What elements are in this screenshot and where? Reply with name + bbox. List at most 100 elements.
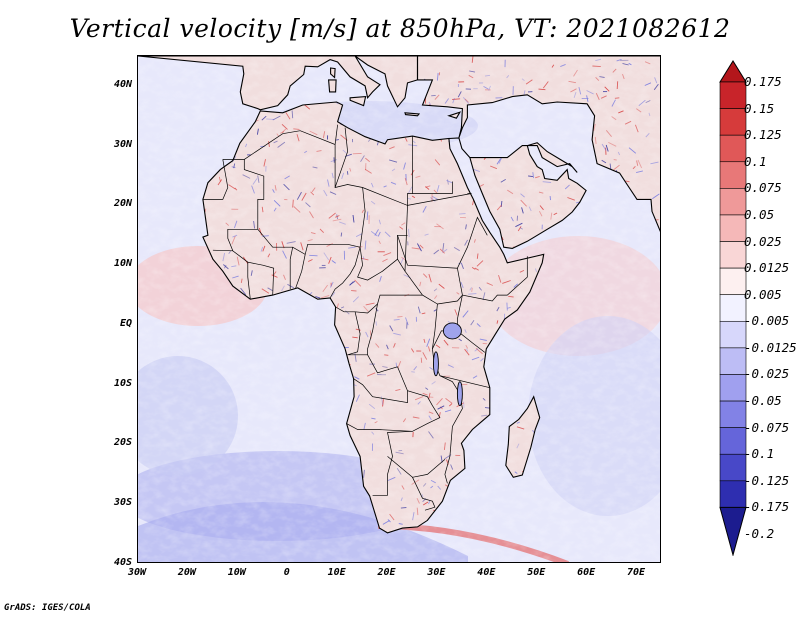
colorbar-label: 0.075 [744, 180, 782, 196]
cyprus-landmass-coastline [447, 111, 462, 119]
colorbar-segment [719, 267, 747, 296]
border-line [412, 477, 436, 511]
colorbar-label: 0.125 [744, 127, 782, 143]
border-line [397, 216, 488, 269]
border-line [347, 354, 441, 496]
country-borders [202, 124, 528, 511]
colorbar-label: -0.1 [744, 446, 775, 462]
y-tick-label: 10N [113, 258, 132, 270]
y-tick-label: 20S [113, 437, 132, 449]
colorbar-label: -0.125 [744, 472, 790, 488]
colorbar-label: -0.2 [744, 526, 775, 541]
x-tick-label: 0 [283, 567, 290, 578]
x-tick-label: 20W [177, 567, 196, 578]
border-line [407, 193, 472, 206]
x-tick-label: 20E [377, 567, 396, 578]
y-tick-label: 10S [113, 377, 132, 389]
colorbar-label: 0.175 [744, 74, 782, 89]
colorbar-label: 0.025 [744, 233, 782, 249]
border-line [432, 303, 463, 484]
colorbar [719, 60, 747, 556]
border-line [347, 311, 361, 356]
colorbar-segment [719, 188, 747, 216]
chart-title: Vertical velocity [m/s] at 850hPa, VT: 2… [69, 14, 731, 43]
colorbar-segment [719, 161, 747, 189]
sicily-landmass-coastline [349, 95, 367, 107]
map-plot-area [137, 55, 661, 563]
x-tick-label: 30W [127, 567, 147, 578]
border-line [329, 247, 361, 299]
colorbar-segment [719, 480, 747, 508]
colorbar-label: 0.0125 [744, 260, 790, 276]
colorbar-min-triangle [719, 506, 747, 556]
x-tick-label: 10E [327, 567, 346, 578]
border-line [334, 127, 348, 188]
y-tick-label: 40N [113, 78, 132, 90]
arabia-asia-landmass-coastline [416, 56, 660, 249]
colorbar-segment [719, 214, 747, 242]
corsica-landmass-coastline [330, 67, 336, 79]
colorbar-segment [719, 374, 747, 402]
border-line [244, 130, 413, 206]
europe-landmass-coastline [138, 56, 419, 111]
africa-landmass-coastline [202, 101, 545, 534]
colorbar-segment [719, 294, 747, 322]
y-tick-label: 30S [113, 497, 132, 509]
x-tick-label: 40E [477, 567, 496, 578]
colorbar-label: -0.025 [744, 366, 790, 382]
sardinia-landmass-coastline [328, 79, 337, 93]
colorbar-label: -0.005 [744, 313, 790, 329]
colorbar-label: -0.075 [744, 419, 790, 435]
turbulence-texture [138, 56, 660, 562]
border-line [247, 261, 275, 300]
border-line [202, 159, 229, 200]
lake-malawi [456, 381, 463, 407]
border-line [412, 181, 453, 194]
y-tick-label: 20N [113, 198, 132, 210]
coastlines [138, 56, 660, 534]
y-tick-label: 40S [113, 557, 132, 568]
colorbar-segment [719, 134, 747, 163]
colorbar-segment [719, 81, 747, 109]
x-tick-label: 30E [427, 567, 446, 578]
border-line [404, 205, 408, 272]
colorbar-label: 0.15 [744, 100, 775, 116]
colorbar-label: -0.05 [744, 393, 782, 409]
x-tick-label: 50E [527, 567, 546, 578]
crete-landmass-coastline [404, 112, 421, 117]
colorbar-label: 0.1 [744, 153, 767, 169]
colorbar-segment [719, 427, 747, 455]
border-line [257, 187, 366, 255]
colorbar-max-triangle [719, 60, 747, 83]
border-line [367, 303, 378, 355]
border-line [357, 247, 438, 305]
colorbar-segment [719, 347, 747, 375]
border-line [334, 124, 338, 145]
y-tick-label: EQ [119, 317, 132, 329]
colorbar-segment [719, 400, 747, 428]
border-line [289, 247, 294, 290]
colorbar-label: 0.005 [744, 286, 782, 302]
border-line [439, 375, 490, 389]
border-line [335, 294, 423, 314]
border-line [346, 423, 413, 432]
credit-text: GrADS: IGES/COLA [4, 603, 91, 613]
border-line [295, 254, 306, 289]
border-line [353, 378, 408, 404]
border-line [437, 294, 463, 305]
colorbar-label: -0.0125 [744, 339, 797, 355]
colorbar-segment [719, 320, 747, 349]
velocity-map [138, 56, 660, 562]
border-line [387, 456, 446, 478]
colorbar-label: -0.175 [744, 499, 790, 515]
colorbar-label: 0.05 [744, 206, 775, 222]
x-tick-label: 70E [627, 567, 646, 578]
lake-tanganyika [432, 351, 439, 377]
y-tick-label: 30N [113, 138, 132, 150]
border-line [227, 228, 258, 251]
x-tick-label: 10W [227, 567, 246, 578]
colorbar-segment [719, 108, 747, 136]
colorbar-segment [719, 453, 747, 482]
madagascar-landmass-coastline [505, 395, 541, 478]
lake-victoria [442, 322, 462, 340]
